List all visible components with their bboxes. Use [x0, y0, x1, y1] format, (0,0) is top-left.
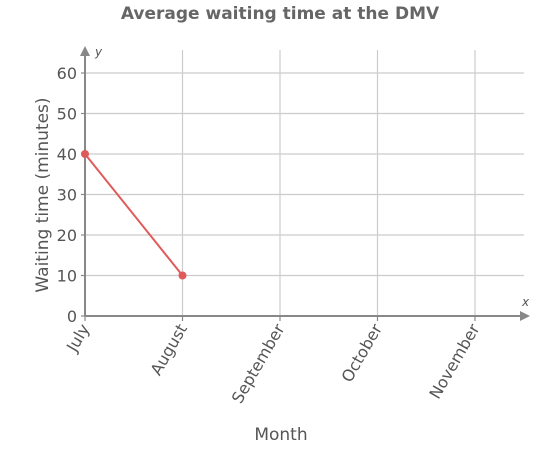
- y-tick-label: 50: [57, 105, 77, 124]
- series-line: [84, 153, 184, 277]
- y-tick-label: 40: [57, 145, 77, 164]
- y-axis-title: Waiting time (minutes): [33, 97, 53, 292]
- y-tick-labels: 0 10 20 30 40 50 60: [57, 64, 77, 326]
- chart-title: Average waiting time at the DMV: [121, 4, 440, 24]
- y-tick-label: 20: [57, 226, 77, 245]
- x-tick-label: November: [425, 320, 483, 402]
- axes: [80, 46, 530, 321]
- y-tick-label: 0: [67, 307, 77, 326]
- grid: [85, 50, 524, 316]
- y-axis-arrow: [80, 46, 90, 56]
- x-axis-arrow: [520, 311, 530, 321]
- y-tick-label: 10: [57, 267, 77, 286]
- series: [81, 150, 187, 280]
- y-tick-label: 30: [57, 186, 77, 205]
- y-tick-label: 60: [57, 64, 77, 83]
- x-tick-labels: July August September October November: [62, 320, 484, 406]
- data-point: [178, 271, 187, 280]
- x-tick-label: September: [228, 320, 289, 406]
- x-tick-label: October: [337, 320, 386, 385]
- x-tick-label: August: [147, 321, 191, 379]
- x-axis-letter: x: [521, 295, 530, 309]
- x-axis-title: Month: [254, 425, 307, 445]
- y-axis-letter: y: [94, 45, 103, 59]
- data-point: [81, 150, 89, 158]
